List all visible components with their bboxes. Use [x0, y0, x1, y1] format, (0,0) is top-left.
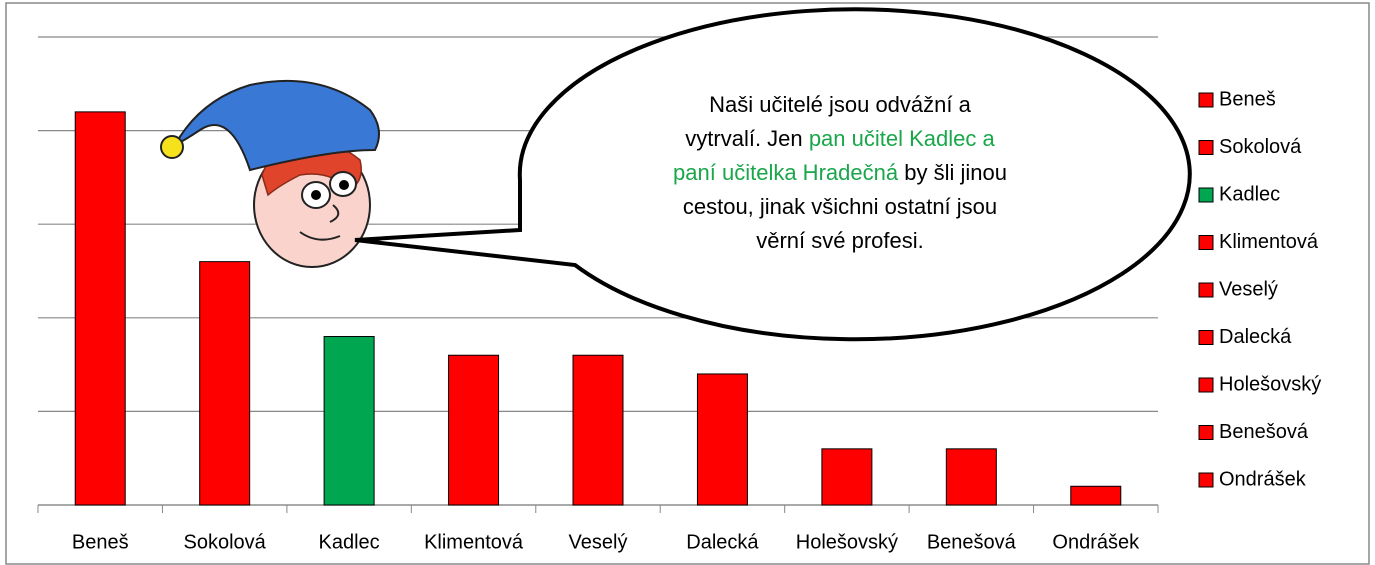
legend-label: Dalecká [1219, 326, 1292, 348]
x-tick-label: Veselý [569, 531, 628, 553]
x-tick-label: Sokolová [184, 531, 267, 553]
legend-swatch [1198, 472, 1214, 488]
plot-area: Beneš Sokolová Kadlec Klimentová Veselý Dalec… [37, 36, 1159, 553]
bar [945, 448, 997, 506]
legend-label: Veselý [1219, 278, 1278, 300]
cartoon [160, 79, 380, 268]
bar [199, 261, 251, 506]
bar [572, 354, 624, 506]
bar [1070, 485, 1122, 506]
legend-swatch [1198, 235, 1214, 250]
legend-swatch [1198, 330, 1214, 345]
legend-label: Benešová [1219, 421, 1309, 443]
bubble-text: by šli jinou [904, 160, 1007, 185]
legend-label: Sokolová [1219, 136, 1302, 158]
highlighted-text: pan učitel Kadlec a [808, 126, 995, 151]
legend-label: Kadlec [1219, 183, 1280, 205]
bubble-line: cestou, jinak všichni ostatní jsou [590, 190, 1090, 224]
bubble-text: vytrvalí. Jen [685, 126, 803, 151]
legend-swatch [1198, 140, 1214, 155]
x-tick-label: Ondrášek [1052, 531, 1140, 553]
bubble-text: cestou, jinak všichni ostatní jsou [682, 194, 998, 219]
bubble-text: Naši učitelé jsou odvážní a [709, 92, 971, 117]
speech-bubble [354, 7, 1192, 342]
legend-label: Ondrášek [1219, 468, 1307, 490]
bar [696, 373, 748, 506]
x-tick-label: Beneš [72, 531, 129, 553]
legend-swatch [1198, 377, 1214, 393]
bar [74, 111, 126, 506]
legend-swatch [1198, 92, 1214, 108]
highlighted-text: paní učitelka Hradečná [673, 160, 899, 185]
legend-label: Klimentová [1219, 231, 1319, 253]
x-tick-label: Klimentová [424, 531, 524, 553]
bubble-line: paní učitelka Hradečná by šli jinou [590, 156, 1090, 190]
x-tick-label: Holešovský [796, 531, 898, 553]
x-tick-label: Benešová [927, 531, 1017, 553]
x-tick-label: Dalecká [686, 531, 759, 553]
bubble-line: vytrvalí. Jen pan učitel Kadlec a [590, 122, 1090, 156]
bar [821, 448, 873, 506]
legend-label: Beneš [1219, 88, 1276, 110]
bubble-line: Naši učitelé jsou odvážní a [590, 88, 1090, 122]
bubble-line: věrní své profesi. [590, 224, 1090, 258]
bar [323, 336, 375, 506]
legend-swatch [1198, 282, 1214, 298]
speech-bubble-text: Naši učitelé jsou odvážní a vytrvalí. Jen… [590, 88, 1090, 258]
bubble-text: věrní své profesi. [756, 228, 924, 253]
legend-swatch [1198, 425, 1214, 440]
x-tick-label: Kadlec [319, 531, 380, 553]
bar [448, 354, 500, 506]
legend-swatch [1198, 187, 1214, 203]
legend-label: Holešovský [1219, 373, 1321, 395]
